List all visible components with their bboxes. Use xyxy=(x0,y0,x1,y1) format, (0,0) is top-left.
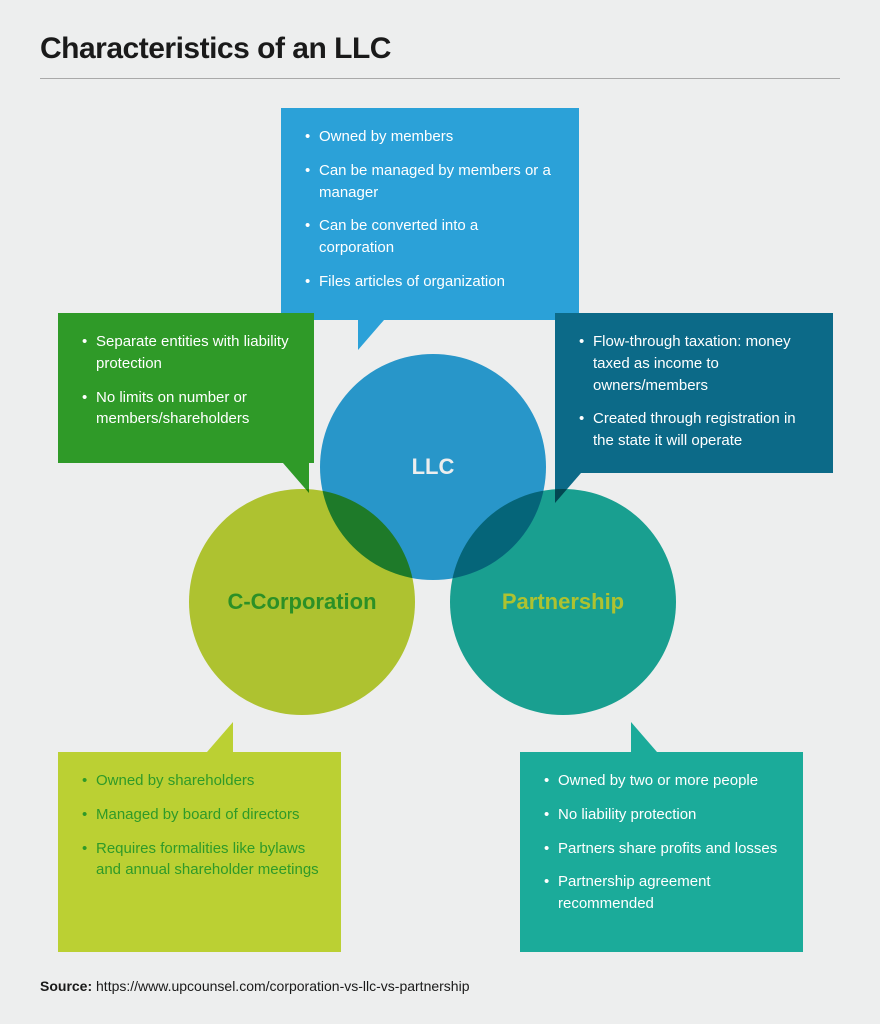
card-llc-item: Can be converted into a corporation xyxy=(305,215,557,259)
tail-ccorp xyxy=(207,722,233,752)
source-line: Source: https://www.upcounsel.com/corpor… xyxy=(40,978,470,994)
circle-partnership-label: Partnership xyxy=(502,589,624,615)
card-ccorp-overlap-item: No limits on number or members/sharehold… xyxy=(82,387,292,431)
card-partnership-item: Partners share profits and losses xyxy=(544,838,781,860)
circle-partnership: Partnership xyxy=(450,489,676,715)
card-ccorp: Owned by shareholders Managed by board o… xyxy=(58,752,341,952)
card-partnership-overlap: Flow-through taxation: money taxed as in… xyxy=(555,313,833,473)
card-ccorp-item: Owned by shareholders xyxy=(82,770,319,792)
card-llc: Owned by members Can be managed by membe… xyxy=(281,108,579,320)
circle-llc-label: LLC xyxy=(412,454,455,480)
card-partnership: Owned by two or more people No liability… xyxy=(520,752,803,952)
card-partnership-item: Partnership agreement recommended xyxy=(544,871,781,915)
tail-llc xyxy=(358,320,384,350)
card-llc-item: Can be managed by members or a manager xyxy=(305,160,557,204)
card-ccorp-overlap: Separate entities with liability protect… xyxy=(58,313,314,463)
circle-ccorp: C-Corporation xyxy=(189,489,415,715)
card-llc-item: Files articles of organization xyxy=(305,271,557,293)
tail-partnership xyxy=(631,722,657,752)
card-partnership-overlap-item: Flow-through taxation: money taxed as in… xyxy=(579,331,811,396)
source-label: Source: xyxy=(40,978,92,994)
page-title: Characteristics of an LLC xyxy=(40,32,391,66)
circle-ccorp-label: C-Corporation xyxy=(227,589,376,615)
card-ccorp-item: Managed by board of directors xyxy=(82,804,319,826)
source-text: https://www.upcounsel.com/corporation-vs… xyxy=(96,978,469,994)
card-ccorp-item: Requires formalities like bylaws and ann… xyxy=(82,838,319,882)
title-rule xyxy=(40,78,840,79)
card-partnership-item: No liability protection xyxy=(544,804,781,826)
card-llc-item: Owned by members xyxy=(305,126,557,148)
card-partnership-item: Owned by two or more people xyxy=(544,770,781,792)
card-ccorp-overlap-item: Separate entities with liability protect… xyxy=(82,331,292,375)
card-partnership-overlap-item: Created through registration in the stat… xyxy=(579,408,811,452)
